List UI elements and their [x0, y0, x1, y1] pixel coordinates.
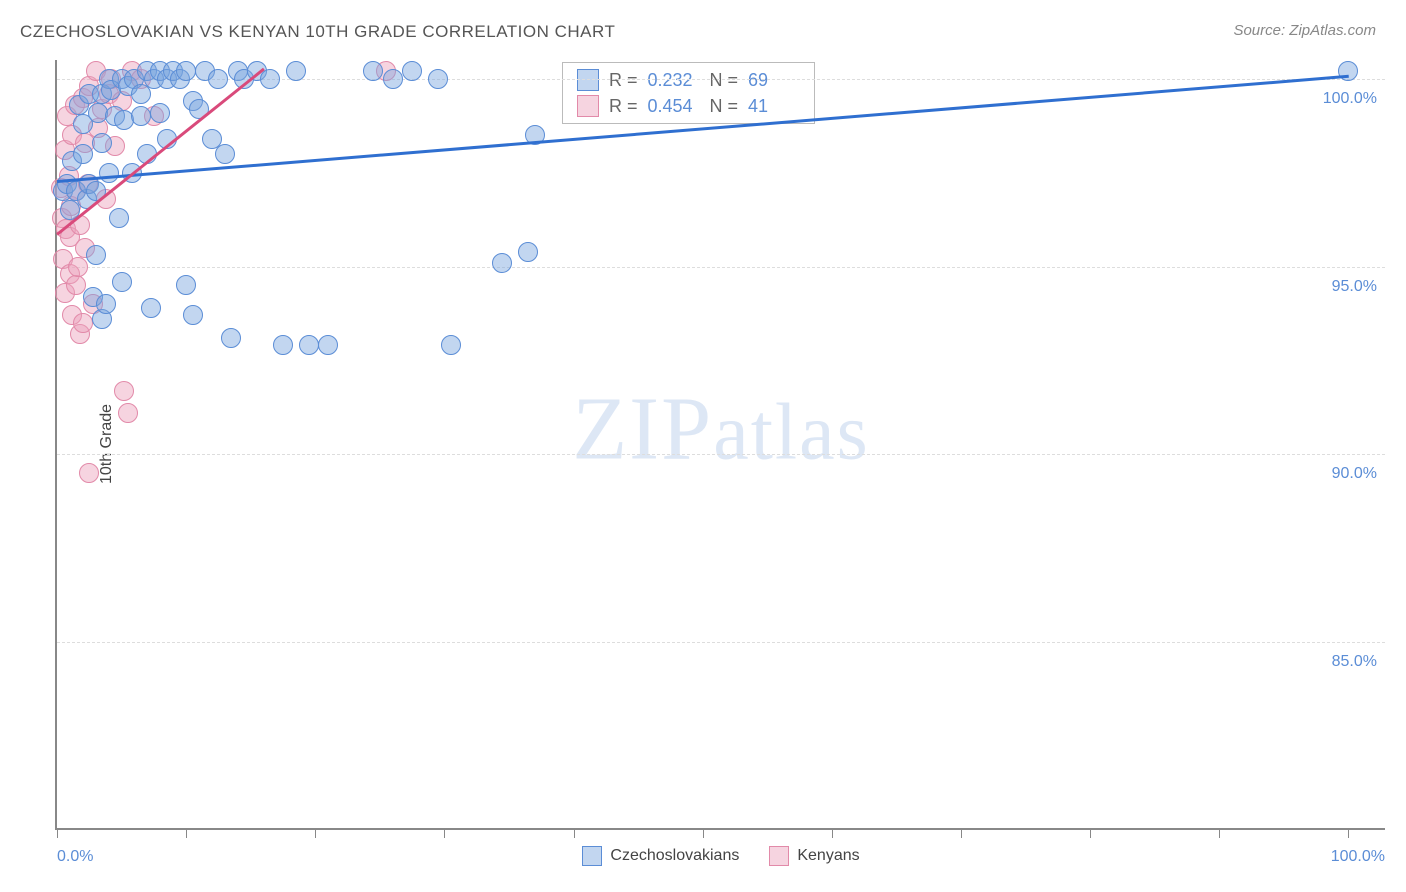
x-tick: [832, 828, 833, 838]
watermark: ZIPatlas: [572, 377, 870, 480]
series1-marker: [96, 294, 116, 314]
legend-swatch: [582, 846, 602, 866]
series2-marker: [73, 313, 93, 333]
r-value: 0.454: [648, 96, 700, 117]
watermark-small: atlas: [713, 388, 870, 476]
series1-marker: [109, 208, 129, 228]
legend-item: Kenyans: [769, 846, 859, 866]
series-legend: Czechoslovakians Kenyans: [57, 846, 1385, 866]
series1-marker: [221, 328, 241, 348]
series1-marker: [86, 245, 106, 265]
series2-marker: [68, 257, 88, 277]
series1-marker: [402, 61, 422, 81]
plot-area: 10th Grade ZIPatlas R =0.232N =69 R =0.45…: [55, 60, 1385, 830]
chart-title: CZECHOSLOVAKIAN VS KENYAN 10TH GRADE COR…: [20, 22, 615, 42]
x-tick: [1090, 828, 1091, 838]
series1-marker: [363, 61, 383, 81]
series1-marker: [150, 103, 170, 123]
series1-marker: [428, 69, 448, 89]
series1-marker: [112, 272, 132, 292]
stat-swatch: [577, 69, 599, 91]
series1-marker: [176, 61, 196, 81]
series1-marker: [383, 69, 403, 89]
y-axis-label: 10th Grade: [98, 404, 116, 484]
chart-container: CZECHOSLOVAKIAN VS KENYAN 10TH GRADE COR…: [0, 0, 1406, 892]
y-tick-label: 90.0%: [1332, 465, 1377, 483]
series2-marker: [118, 403, 138, 423]
stat-row: R =0.454N =41: [577, 95, 800, 117]
series2-marker: [79, 463, 99, 483]
series1-marker: [73, 144, 93, 164]
series1-marker: [441, 335, 461, 355]
series1-marker: [208, 69, 228, 89]
x-tick: [1348, 828, 1349, 838]
series2-marker: [114, 381, 134, 401]
x-tick: [1219, 828, 1220, 838]
y-tick-label: 85.0%: [1332, 653, 1377, 671]
series1-marker: [273, 335, 293, 355]
source-label: Source: ZipAtlas.com: [1233, 22, 1376, 39]
stat-row: R =0.232N =69: [577, 69, 800, 91]
legend-swatch: [769, 846, 789, 866]
series1-marker: [299, 335, 319, 355]
series1-marker: [318, 335, 338, 355]
series1-marker: [518, 242, 538, 262]
series1-marker: [286, 61, 306, 81]
y-tick-label: 95.0%: [1332, 278, 1377, 296]
r-value: 0.232: [648, 70, 700, 91]
series1-marker: [92, 133, 112, 153]
series1-marker: [215, 144, 235, 164]
x-tick: [703, 828, 704, 838]
n-value: 69: [748, 70, 800, 91]
gridline: [57, 267, 1385, 268]
gridline: [57, 642, 1385, 643]
x-tick: [315, 828, 316, 838]
y-tick-label: 100.0%: [1323, 90, 1377, 108]
series1-marker: [99, 163, 119, 183]
x-axis-min-label: 0.0%: [57, 848, 93, 866]
x-tick: [574, 828, 575, 838]
series1-marker: [141, 298, 161, 318]
legend-item: Czechoslovakians: [582, 846, 739, 866]
series1-marker: [183, 305, 203, 325]
gridline: [57, 454, 1385, 455]
n-value: 41: [748, 96, 800, 117]
series1-marker: [492, 253, 512, 273]
stat-swatch: [577, 95, 599, 117]
x-axis-max-label: 100.0%: [1331, 848, 1385, 866]
x-tick: [961, 828, 962, 838]
legend-label: Kenyans: [797, 847, 859, 865]
series1-marker: [131, 106, 151, 126]
legend-label: Czechoslovakians: [610, 847, 739, 865]
x-tick: [186, 828, 187, 838]
series1-marker: [176, 275, 196, 295]
stat-box: R =0.232N =69 R =0.454N =41: [562, 62, 815, 124]
x-tick: [57, 828, 58, 838]
watermark-big: ZIP: [572, 379, 713, 478]
x-tick: [444, 828, 445, 838]
series1-marker: [260, 69, 280, 89]
